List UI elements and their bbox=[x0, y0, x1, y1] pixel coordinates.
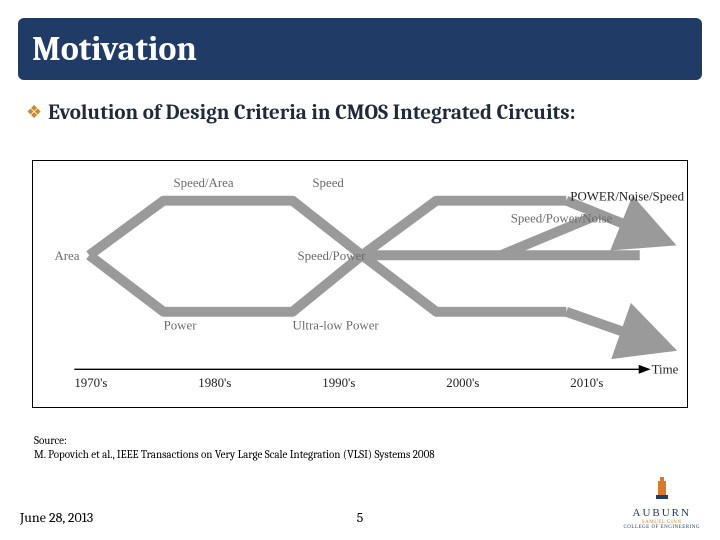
label-lower-right: Ultra-low Power bbox=[293, 319, 380, 333]
logo-sub2: COLLEGE OF ENGINEERING bbox=[623, 525, 700, 530]
flow-diagram: Speed/Area Speed Area Speed/Power Speed/… bbox=[33, 161, 687, 407]
label-far-right: POWER/Noise/Speed bbox=[570, 190, 684, 204]
source-block: Source: M. Popovich et al., IEEE Transac… bbox=[34, 434, 435, 462]
auburn-logo-icon bbox=[652, 477, 672, 501]
content-area: ❖ Evolution of Design Criteria in CMOS I… bbox=[26, 100, 694, 126]
bullet-row: ❖ Evolution of Design Criteria in CMOS I… bbox=[26, 100, 694, 126]
xtick-3: 2000's bbox=[446, 376, 479, 390]
bullet-marker-icon: ❖ bbox=[26, 100, 42, 126]
evolution-figure: Speed/Area Speed Area Speed/Power Speed/… bbox=[32, 160, 688, 408]
bullet-text: Evolution of Design Criteria in CMOS Int… bbox=[48, 100, 575, 126]
xtick-1: 1980's bbox=[198, 376, 231, 390]
xtick-2: 1990's bbox=[322, 376, 355, 390]
label-mid-right: Speed/Power/Noise bbox=[511, 212, 613, 226]
label-mid-left: Area bbox=[54, 249, 79, 263]
label-lower-left: Power bbox=[164, 319, 198, 333]
source-label: Source: bbox=[34, 434, 435, 448]
label-mid-center: Speed/Power bbox=[298, 249, 367, 263]
source-text: M. Popovich et al., IEEE Transactions on… bbox=[34, 448, 435, 462]
page-number: 5 bbox=[357, 509, 364, 526]
axis-end-label: Time bbox=[652, 362, 679, 376]
auburn-logo: AUBURN SAMUEL GINN COLLEGE OF ENGINEERIN… bbox=[623, 477, 700, 530]
slide-title: Motivation bbox=[32, 29, 197, 69]
xtick-4: 2010's bbox=[570, 376, 603, 390]
slide: Motivation ❖ Evolution of Design Criteri… bbox=[0, 0, 720, 540]
label-upper-left: Speed/Area bbox=[174, 176, 234, 190]
footer-date: June 28, 2013 bbox=[20, 509, 93, 526]
xtick-0: 1970's bbox=[74, 376, 107, 390]
label-upper-right: Speed bbox=[312, 176, 344, 190]
logo-name: AUBURN bbox=[623, 507, 700, 519]
title-bar: Motivation bbox=[18, 18, 702, 80]
footer: June 28, 2013 5 AUBURN SAMUEL GINN COLLE… bbox=[20, 490, 700, 526]
